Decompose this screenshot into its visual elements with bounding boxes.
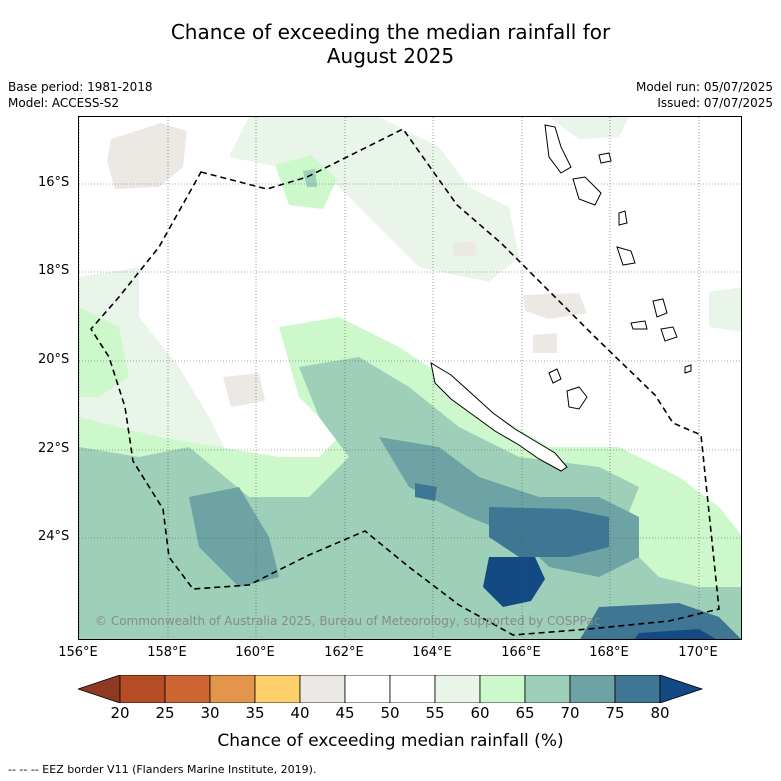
copyright-notice: © Commonwealth of Australia 2025, Bureau… — [95, 614, 601, 628]
colorbar-cell — [569, 675, 616, 703]
title-line-1: Chance of exceeding the median rainfall … — [170, 20, 611, 44]
vanuatu-7 — [660, 326, 678, 342]
colorbar-tick-label: 20 — [110, 704, 130, 722]
map-area — [78, 116, 742, 640]
colorbar-cell — [164, 675, 211, 703]
coastlines — [430, 124, 692, 472]
contour-75-south — [580, 603, 741, 639]
contour-80-plus-south — [634, 629, 716, 639]
lat-label-20s: 20°S — [38, 352, 70, 367]
lon-label-166e: 166°E — [501, 645, 541, 660]
colorbar-tick-label: 35 — [245, 704, 265, 722]
lat-label-16s: 16°S — [38, 175, 70, 190]
lon-label-156e: 156°E — [58, 645, 98, 660]
colorbar-tick-label: 40 — [290, 704, 310, 722]
contour-70-north — [303, 169, 317, 187]
rainfall-map — [79, 117, 741, 639]
colorbar-cell — [614, 675, 661, 703]
lon-label-164e: 164°E — [412, 645, 452, 660]
contour-40-45-d — [223, 373, 265, 407]
loyalty-island-2 — [548, 368, 562, 384]
contour-40-45-e — [453, 241, 477, 257]
vanuatu-3 — [598, 152, 612, 164]
vanuatu-9 — [684, 364, 692, 374]
colorbar-cell — [119, 675, 166, 703]
lon-label-170e: 170°E — [678, 645, 718, 660]
colorbar-cell — [479, 675, 526, 703]
lon-label-158e: 158°E — [147, 645, 187, 660]
contour-80-plus — [483, 557, 545, 607]
colorbar-cell — [434, 675, 481, 703]
colorbar-tick-label: 60 — [470, 704, 490, 722]
metadata-right: Model run: 05/07/2025 Issued: 07/07/2025 — [636, 79, 773, 111]
title-line-2: August 2025 — [326, 44, 455, 68]
eez-legend: -- -- -- EEZ border V11 (Flanders Marine… — [8, 763, 317, 776]
metadata-left: Base period: 1981-2018 Model: ACCESS-S2 — [8, 79, 153, 111]
model-run: Model run: 05/07/2025 — [635, 80, 773, 94]
colorbar-extend-low — [78, 675, 121, 703]
contour-80-b — [415, 483, 437, 501]
contour-75-80 — [189, 487, 279, 587]
model-name: Model: ACCESS-S2 — [8, 96, 120, 110]
vanuatu-8 — [630, 320, 648, 330]
new-caledonia — [430, 361, 568, 472]
loyalty-island-1 — [566, 386, 588, 410]
colorbar-tick-label: 25 — [155, 704, 175, 722]
colorbar-extend-high — [659, 675, 704, 703]
colorbar-cell — [299, 675, 346, 703]
contour-60-65-east — [709, 287, 741, 332]
vanuatu-4 — [618, 210, 628, 226]
lat-label-18s: 18°S — [38, 263, 70, 278]
contour-40-45-a — [107, 123, 187, 189]
colorbar-tick-label: 50 — [380, 704, 400, 722]
colorbar-tick-label: 80 — [650, 704, 670, 722]
lat-label-22s: 22°S — [38, 441, 70, 456]
issued-date: Issued: 07/07/2025 — [657, 96, 773, 110]
contour-fills — [79, 117, 741, 639]
colorbar-cell — [209, 675, 256, 703]
colorbar-tick-label: 30 — [200, 704, 220, 722]
graticule — [79, 117, 741, 639]
colorbar-cell — [389, 675, 436, 703]
colorbar-tick-label: 45 — [335, 704, 355, 722]
vanuatu-1 — [544, 124, 572, 174]
vanuatu-5 — [616, 246, 636, 266]
contour-40-45-b — [523, 293, 587, 319]
lon-label-162e: 162°E — [324, 645, 364, 660]
base-period: Base period: 1981-2018 — [8, 80, 153, 94]
colorbar-tick-label: 65 — [515, 704, 535, 722]
contour-60-65-north — [229, 117, 519, 282]
colorbar-label: Chance of exceeding median rainfall (%) — [217, 731, 564, 751]
lon-label-160e: 160°E — [235, 645, 275, 660]
contour-40-45-c — [533, 333, 557, 353]
colorbar-cell — [344, 675, 391, 703]
eez-border — [90, 127, 720, 636]
colorbar-cells — [78, 675, 704, 703]
colorbar-tick-label: 75 — [605, 704, 625, 722]
colorbar-tick-label: 55 — [425, 704, 445, 722]
colorbar-cell — [254, 675, 301, 703]
colorbar-tick-label: 70 — [560, 704, 580, 722]
vanuatu-2 — [572, 176, 602, 206]
colorbar-cell — [524, 675, 571, 703]
vanuatu-6 — [652, 298, 668, 318]
lat-label-24s: 24°S — [38, 529, 70, 544]
map-title: Chance of exceeding the median rainfall … — [0, 20, 781, 68]
contour-80-a — [489, 507, 609, 557]
contour-60-65-northeast — [549, 117, 629, 139]
lon-label-168e: 168°E — [589, 645, 629, 660]
colorbar — [78, 675, 704, 703]
